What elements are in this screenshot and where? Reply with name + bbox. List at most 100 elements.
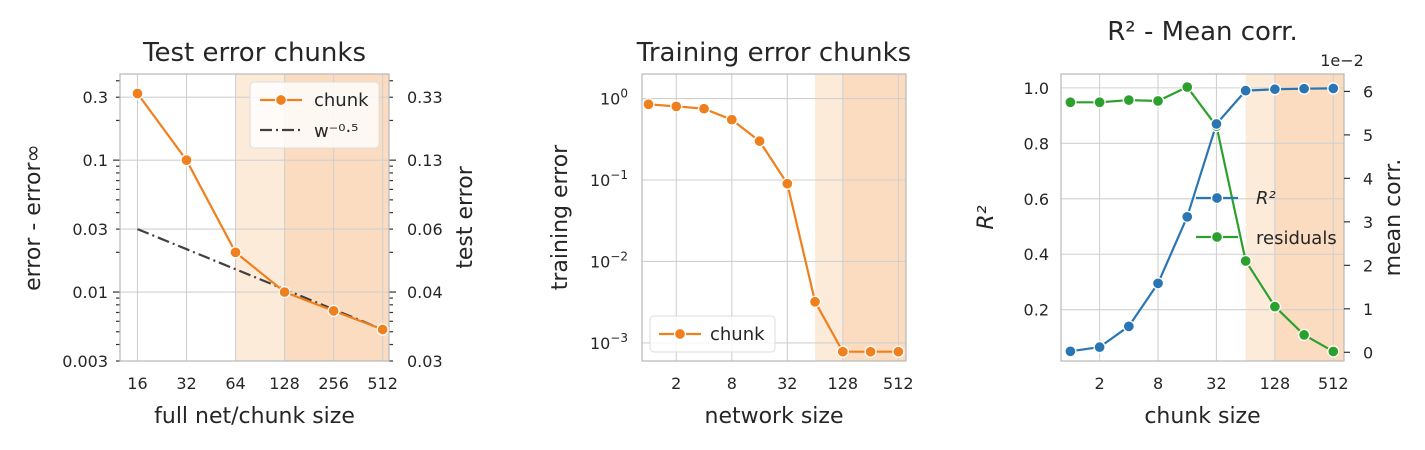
chunk-point-5 [781, 177, 794, 190]
y2-tick-label-6: 6 [1363, 82, 1373, 101]
chunk-point-5 [376, 323, 389, 336]
legend: chunk [649, 315, 776, 353]
r2-point-7 [1268, 83, 1282, 96]
y2-tick-label-5: 5 [1363, 126, 1373, 145]
y2-tick-label-0: 0 [1363, 343, 1373, 362]
chunk-point-1 [670, 100, 683, 113]
y2-tick-label-1: 0.04 [407, 283, 443, 302]
residuals-point-3 [1151, 94, 1165, 108]
test-error-chunks-panel: 16 32 64 128 256 512 0.003 0.01 0.03 0.1 0.3 0.03 0.… [21, 38, 478, 429]
residuals-point-0 [1064, 96, 1077, 109]
x-tick-label-0: 2 [671, 374, 681, 393]
r2-point-8 [1297, 82, 1311, 95]
legend-power-law-label: w⁻⁰·⁵ [314, 121, 358, 142]
chart-title: R² - Mean corr. [1107, 17, 1298, 47]
shaded-region-0 [815, 74, 843, 361]
chunk-line [648, 103, 899, 353]
x-axis-label: network size [705, 404, 844, 429]
legend-chunk-label: chunk [314, 90, 369, 111]
y2-tick-label-4: 4 [1363, 169, 1373, 188]
shaded-region-1 [842, 74, 906, 361]
r2-point-4 [1181, 210, 1194, 223]
x-tick-label-2: 32 [777, 374, 797, 393]
residuals-point-4 [1181, 80, 1194, 94]
x-tick-label-2: 32 [1206, 374, 1226, 393]
chart-title: Test error chunks [142, 38, 366, 68]
r2-point-1 [1093, 340, 1106, 354]
chunk-line [136, 92, 384, 331]
plot-frame [1060, 73, 1345, 362]
y-axis-label: training error [548, 144, 573, 290]
residuals-point-1 [1093, 96, 1106, 109]
x-tick-label-4: 256 [318, 374, 349, 393]
chunk-point-3 [278, 285, 291, 299]
legend-r2-label: R² [1256, 188, 1276, 209]
x-tick-label-3: 128 [269, 374, 300, 393]
r2-point-6 [1239, 84, 1252, 97]
residuals-point-8 [1297, 328, 1311, 342]
legend-box [649, 315, 776, 353]
chunk-point-2 [697, 102, 711, 115]
legend-chunk-marker [673, 327, 687, 341]
y-tick-label-3: 0.1 [83, 151, 108, 170]
residuals-point-9 [1327, 345, 1340, 358]
r2-point-9 [1327, 82, 1340, 95]
y-axis-label: error - error∞ [21, 144, 46, 291]
residuals-point-2 [1122, 93, 1135, 107]
x-tick-label-1: 32 [176, 374, 196, 393]
chunk-point-8 [864, 345, 877, 358]
y2-axis-label: test error [453, 165, 478, 268]
legend: chunk w⁻⁰·⁵ [249, 81, 380, 149]
r2-point-0 [1064, 345, 1077, 358]
chunk-point-6 [808, 295, 822, 308]
y2-tick-label-2: 0.06 [407, 220, 443, 239]
x-tick-label-4: 512 [1318, 374, 1349, 393]
chunk-point-2 [229, 246, 242, 259]
y2-tick-label-4: 0.33 [407, 88, 443, 107]
x-axis-label: chunk size [1144, 404, 1260, 429]
shaded-region-0 [1245, 74, 1275, 361]
x-tick-label-1: 8 [727, 374, 737, 393]
y2-tick-label-3: 3 [1363, 213, 1373, 232]
legend-residuals-marker [1210, 230, 1224, 244]
y-tick-label-3: 0.8 [1024, 134, 1049, 153]
y-tick-label-0: 0.2 [1024, 301, 1049, 320]
x-tick-label-2: 64 [225, 374, 245, 393]
y-axis-label: R² [974, 205, 999, 229]
r2-point-2 [1122, 320, 1135, 333]
x-tick-label-0: 2 [1095, 374, 1105, 393]
residuals-point-7 [1268, 300, 1282, 313]
y2-tick-label-0: 0.03 [407, 352, 443, 371]
r2-line [1070, 87, 1334, 353]
x-axis-label: full net/chunk size [154, 404, 355, 429]
chunk-point-9 [892, 345, 905, 358]
plot-frame [641, 73, 907, 362]
y2-tick-label-3: 0.13 [407, 151, 443, 170]
x-tick-label-5: 512 [367, 374, 398, 393]
plot-frame [119, 73, 390, 362]
y-tick-label-0: 100 [600, 87, 628, 109]
chunk-point-4 [753, 134, 766, 148]
x-tick-label-3: 128 [1260, 374, 1291, 393]
x-tick-label-0: 16 [127, 374, 147, 393]
y-tick-label-1: 0.4 [1024, 245, 1049, 264]
legend-r2-marker [1210, 191, 1224, 205]
power-law-reference-line [137, 228, 384, 331]
residuals-point-6 [1239, 254, 1252, 268]
y-tick-label-2: 0.03 [72, 220, 108, 239]
y2-tick-label-1: 1 [1363, 300, 1373, 319]
y-tick-label-4: 0.3 [83, 88, 108, 107]
chunk-point-3 [725, 113, 738, 126]
chunk-point-4 [327, 304, 340, 318]
r2-point-5 [1210, 117, 1223, 131]
legend-chunk-marker [274, 93, 288, 107]
y-tick-label-2: 0.6 [1024, 190, 1049, 209]
y-tick-label-1: 10−1 [590, 168, 628, 190]
chunk-point-0 [642, 98, 655, 111]
y2-tick-label-2: 2 [1363, 256, 1373, 275]
y2-offset-label: 1e−2 [1320, 51, 1364, 70]
r2-point-3 [1151, 277, 1165, 290]
y-tick-label-0: 0.003 [62, 352, 108, 371]
r2-mean-corr-panel: 2 8 32 128 512 0.2 0.4 0.6 0.8 1.0 0 1 2 3 4 5 6 1e−2 R² re… [974, 17, 1406, 429]
